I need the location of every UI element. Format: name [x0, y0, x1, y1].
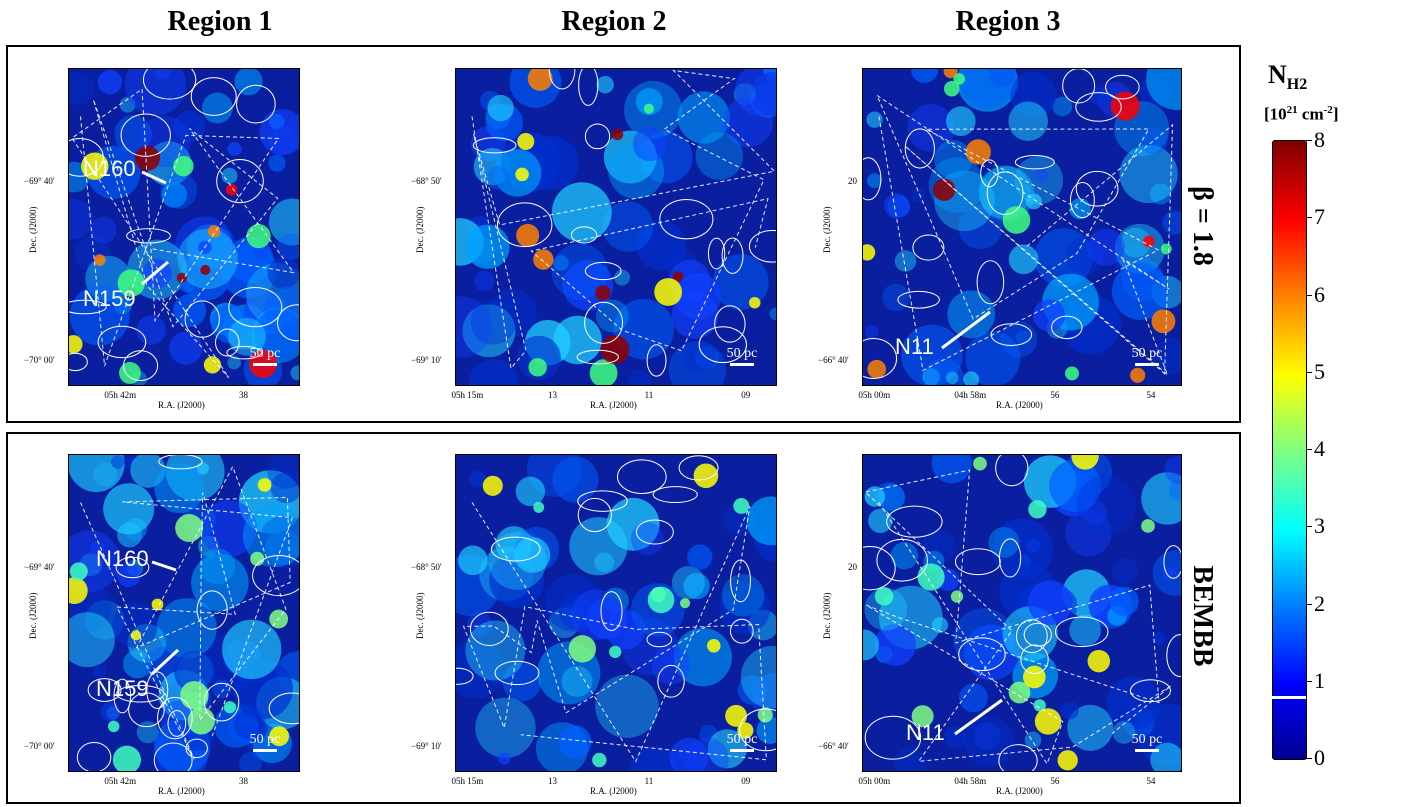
y-axis-label: Dec. (J2000) — [822, 592, 832, 640]
colorbar-tick-label: 3 — [1314, 513, 1325, 539]
colorbar-tick-label: 2 — [1314, 590, 1325, 616]
x-axis-label: R.A. (J2000) — [590, 400, 637, 410]
x-tick-label: 04h 58m — [954, 390, 987, 400]
annotation-n11-top: N11 — [895, 334, 934, 359]
y-tick-label: −69° 40′ — [24, 176, 55, 187]
scale-bar: 50 pc — [1124, 732, 1170, 752]
column-title-region-1: Region 1 — [167, 6, 273, 37]
x-tick-label: 54 — [1146, 390, 1156, 400]
colorbar-tick-label: 0 — [1314, 745, 1325, 770]
colorbar-tick-label: 4 — [1314, 436, 1325, 461]
x-tick-label: 11 — [644, 776, 654, 786]
colorbar-tick — [1306, 217, 1312, 219]
scale-bar: 50 pc — [719, 732, 765, 752]
x-tick-label: 09 — [741, 776, 751, 786]
colorbar-tick-label: 6 — [1314, 281, 1325, 307]
colorbar-tick-label: 1 — [1314, 667, 1325, 693]
y-axis-label: Dec. (J2000) — [822, 206, 832, 254]
colorbar: NH2 [1021 cm-2] 0 1 2 3 4 5 6 7 8 — [1262, 60, 1402, 800]
colorbar-tick-label: 8 — [1314, 127, 1325, 152]
row-box-beta — [6, 45, 1241, 423]
colorbar-gradient — [1272, 140, 1307, 760]
map-region2-row2 — [455, 454, 777, 772]
x-tick-label: 04h 58m — [954, 776, 987, 786]
x-axis-label: R.A. (J2000) — [158, 786, 205, 796]
x-axis-label: R.A. (J2000) — [158, 400, 205, 410]
x-tick-label: 56 — [1050, 776, 1060, 786]
map-region3-row2 — [862, 454, 1182, 772]
y-tick-label: −68° 50′ — [411, 562, 442, 573]
map-region1-row1 — [68, 68, 300, 386]
scale-bar-label: 50 pc — [249, 732, 281, 747]
scale-bar-label: 50 pc — [249, 346, 281, 361]
row-box-bembb — [6, 432, 1241, 804]
x-tick-label: 05h 42m — [104, 776, 137, 786]
row-label-beta: β = 1.8 — [1187, 186, 1218, 266]
x-axis-label: R.A. (J2000) — [996, 786, 1043, 796]
y-axis-label: Dec. (J2000) — [415, 592, 425, 640]
colorbar-title: NH2 — [1268, 60, 1308, 94]
colorbar-tick — [1306, 140, 1312, 141]
y-tick-label: −66° 40′ — [818, 354, 849, 365]
annotation-n160-bottom: N160 — [96, 546, 149, 571]
y-tick-label: −69° 10′ — [411, 354, 442, 365]
x-tick-label: 13 — [548, 390, 558, 400]
colorbar-tick-label: 5 — [1314, 358, 1325, 384]
annotation-n11-bottom: N11 — [906, 720, 945, 745]
colorbar-tick — [1306, 294, 1312, 296]
y-tick-label: −66° 40′ — [818, 740, 849, 751]
x-tick-label: 38 — [238, 776, 248, 786]
column-title-region-3: Region 3 — [955, 6, 1061, 37]
x-tick-label: 56 — [1050, 390, 1060, 400]
x-tick-label: 11 — [644, 390, 654, 400]
y-tick-label: −69° 40′ — [24, 562, 55, 573]
colorbar-tick — [1306, 371, 1312, 373]
x-tick-label: 13 — [548, 776, 558, 786]
x-tick-label: 05h 00m — [858, 390, 891, 400]
x-tick-label: 54 — [1146, 776, 1156, 786]
y-tick-label: −69° 10′ — [411, 740, 442, 751]
y-tick-label: 20 — [848, 562, 857, 573]
annotation-n159-bottom: N159 — [96, 676, 149, 701]
colorbar-tick — [1306, 449, 1312, 450]
x-tick-label: 09 — [741, 390, 751, 400]
scale-bar-label: 50 pc — [726, 732, 758, 747]
scale-bar: 50 pc — [242, 732, 288, 752]
x-tick-label: 38 — [238, 390, 248, 400]
annotation-n159-top: N159 — [83, 286, 136, 311]
x-tick-label: 05h 15m — [451, 776, 484, 786]
colorbar-tick-label: 7 — [1314, 204, 1325, 230]
column-title-region-2: Region 2 — [561, 6, 667, 37]
x-axis-label: R.A. (J2000) — [590, 786, 637, 796]
annotation-n160-top: N160 — [83, 156, 136, 181]
y-axis-label: Dec. (J2000) — [28, 592, 38, 640]
x-tick-label: 05h 42m — [104, 390, 137, 400]
scale-bar: 50 pc — [719, 346, 765, 366]
x-tick-label: 05h 00m — [858, 776, 891, 786]
row-label-bembb: BEMBB — [1187, 565, 1218, 667]
colorbar-tick — [1306, 603, 1312, 605]
y-axis-label: Dec. (J2000) — [415, 206, 425, 254]
x-tick-label: 05h 15m — [451, 390, 484, 400]
colorbar-tick — [1306, 680, 1312, 682]
x-axis-label: R.A. (J2000) — [996, 400, 1043, 410]
colorbar-marker — [1266, 696, 1306, 700]
y-axis-label: Dec. (J2000) — [28, 206, 38, 254]
scale-bar: 50 pc — [242, 346, 288, 366]
scale-bar-label: 50 pc — [1131, 732, 1163, 747]
scale-bar-label: 50 pc — [726, 346, 758, 361]
map-region1-row2 — [68, 454, 300, 772]
map-region2-row1 — [455, 68, 777, 386]
scale-bar-label: 50 pc — [1131, 346, 1163, 361]
colorbar-tick — [1306, 758, 1312, 759]
colorbar-tick — [1306, 526, 1312, 528]
y-tick-label: −68° 50′ — [411, 176, 442, 187]
y-tick-label: −70° 00′ — [24, 354, 55, 365]
scale-bar: 50 pc — [1124, 346, 1170, 366]
map-region3-row1 — [862, 68, 1182, 386]
colorbar-unit: [1021 cm-2] — [1264, 104, 1339, 124]
y-tick-label: 20 — [848, 176, 857, 187]
y-tick-label: −70° 00′ — [24, 740, 55, 751]
